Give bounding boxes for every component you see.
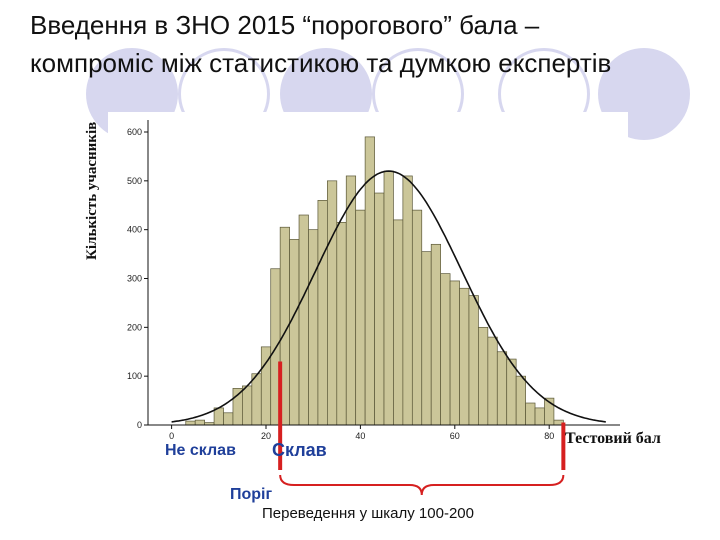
y-axis-label: Кількість учасників xyxy=(84,121,100,260)
histogram-bar xyxy=(242,385,253,426)
histogram-bar xyxy=(487,336,498,426)
histogram-bar xyxy=(383,170,394,426)
y-tick-label: 100 xyxy=(127,371,142,381)
chart-axes: 0 100 200 300 400 500 600 0 20 40 60 80 xyxy=(127,120,620,441)
histogram-bar xyxy=(327,180,338,426)
histogram-bar xyxy=(440,273,451,426)
histogram-bar xyxy=(289,239,300,426)
histogram-bar xyxy=(374,192,385,426)
scale-bracket xyxy=(279,474,565,496)
histogram-bar xyxy=(430,243,441,426)
histogram-bar xyxy=(393,219,404,426)
histogram-bar xyxy=(223,412,234,426)
histogram-bar xyxy=(515,375,526,426)
slide-title-line-2: компроміс між статистикою та думкою експ… xyxy=(30,48,612,78)
y-tick-label: 500 xyxy=(127,176,142,186)
x-tick-label: 20 xyxy=(261,431,271,441)
pass-label: Склав xyxy=(272,440,327,460)
histogram-bar xyxy=(298,214,309,426)
histogram-bar xyxy=(534,407,545,426)
scale-conversion-label: Переведення у шкалу 100-200 xyxy=(262,505,474,522)
histogram-bar xyxy=(468,295,479,426)
histogram-bar xyxy=(506,358,517,426)
y-tick-label: 0 xyxy=(137,420,142,430)
histogram-bar xyxy=(421,251,432,426)
histogram-bar xyxy=(185,420,196,426)
x-tick-label: 60 xyxy=(450,431,460,441)
histogram-bar xyxy=(449,280,460,426)
histogram-bar xyxy=(355,209,366,426)
x-tick-label: 0 xyxy=(169,431,174,441)
histogram-bar xyxy=(459,287,470,426)
histogram-bar xyxy=(402,175,413,426)
threshold-annotations xyxy=(278,361,566,496)
x-tick-label: 80 xyxy=(544,431,554,441)
y-tick-label: 200 xyxy=(127,322,142,332)
threshold-label: Поріг xyxy=(230,486,273,503)
y-tick-label: 600 xyxy=(127,127,142,137)
histogram-bar xyxy=(525,402,536,426)
fail-label: Не склав xyxy=(165,442,236,459)
y-tick-label: 400 xyxy=(127,225,142,235)
histogram-bar xyxy=(345,175,357,426)
histogram-bar xyxy=(194,419,205,426)
y-tick-label: 300 xyxy=(127,274,142,284)
histogram-bar xyxy=(317,200,328,426)
histogram-bar xyxy=(336,221,347,426)
histogram-bar xyxy=(251,373,262,426)
histogram-bar xyxy=(308,229,319,426)
x-tick-label: 40 xyxy=(355,431,365,441)
x-axis-label: Тестовий бал xyxy=(565,430,661,447)
normal-curve xyxy=(171,170,606,423)
slide-title-line-1: Введення в ЗНО 2015 “порогового” бала – xyxy=(30,10,540,40)
histogram-bar xyxy=(411,209,423,426)
histogram-bars xyxy=(185,136,564,426)
histogram-bar xyxy=(496,351,508,426)
histogram-bar xyxy=(478,326,489,426)
